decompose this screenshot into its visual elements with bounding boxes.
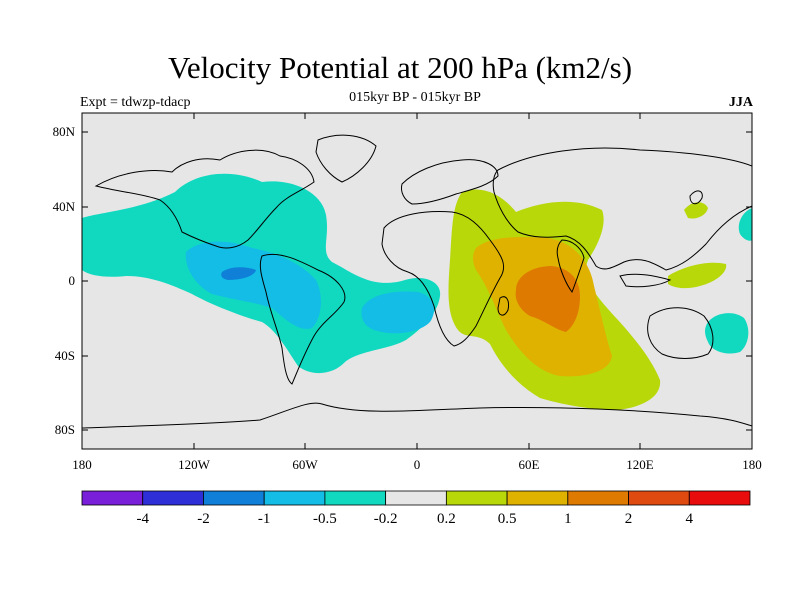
contour-negative-eastedge [738, 208, 752, 241]
colorbar-box [628, 490, 690, 506]
lat-tick-label: 0 [69, 273, 76, 288]
colorbar-label: -0.2 [374, 511, 398, 527]
lat-tick-label: 40N [53, 199, 76, 214]
lon-tick-label: 180 [742, 457, 762, 472]
coast-india [556, 239, 585, 294]
colorbar-box [324, 490, 387, 506]
coast-north-america [94, 149, 315, 249]
lat-tick-label: 40S [55, 348, 75, 363]
contour-negative-moderate [185, 241, 321, 329]
colorbar-box [142, 490, 204, 506]
colorbar-label: 4 [686, 511, 694, 527]
colorbar-box [385, 490, 447, 506]
lon-tick-label: 60E [519, 457, 540, 472]
lat-axis: 80N 40N 0 40S 80S [53, 124, 752, 437]
coast-indonesia [619, 273, 672, 288]
coast-japan [689, 190, 703, 205]
colorbar-box [506, 490, 569, 506]
lon-tick-label: 60W [292, 457, 318, 472]
colorbar-box [81, 490, 144, 506]
coast-europe [401, 159, 499, 205]
colorbar-label: -2 [197, 511, 210, 527]
lon-tick-label: 120E [626, 457, 654, 472]
lon-tick-label: 0 [414, 457, 421, 472]
lon-axis: 180 120W 60W 0 60E 120E 180 [72, 113, 762, 472]
colorbar-box [688, 490, 751, 506]
coast-australia [647, 307, 714, 359]
colorbar-box [203, 490, 265, 506]
lat-tick-label: 80N [53, 124, 76, 139]
lon-tick-label: 180 [72, 457, 92, 472]
coastlines [82, 134, 752, 449]
colorbar: -4 -2 -1 -0.5 -0.2 0.2 0.5 1 2 4 [81, 490, 751, 527]
lon-tick-label: 120W [178, 457, 211, 472]
contour-positive-north [684, 202, 708, 219]
colorbar-box [445, 490, 508, 506]
contour-negative-atlantic [361, 291, 434, 334]
chart-title: Velocity Potential at 200 hPa (km2/s) [167, 50, 633, 85]
colorbar-box [567, 490, 629, 506]
colorbar-label: 0.2 [437, 511, 456, 527]
coast-africa [381, 211, 505, 347]
coast-greenland [315, 134, 377, 183]
chart-subtitle: 015kyr BP - 015kyr BP [349, 90, 481, 105]
contour-positive-pacific [668, 262, 727, 289]
experiment-label: Expt = tdwzp-tdacp [80, 95, 191, 110]
colorbar-label: 2 [625, 511, 633, 527]
colorbar-label: 0.5 [498, 511, 517, 527]
coast-madagascar [497, 296, 509, 316]
contour-negative-strong [221, 267, 256, 280]
colorbar-box [263, 490, 326, 506]
colorbar-label: -1 [258, 511, 271, 527]
colorbar-label: -0.5 [313, 511, 337, 527]
lat-tick-label: 80S [55, 422, 75, 437]
coast-south-america [259, 254, 346, 385]
contour-negative-pacific [705, 313, 749, 354]
map-panel [82, 113, 752, 449]
coast-asia [492, 147, 752, 271]
colorbar-label: 1 [564, 511, 572, 527]
season-label: JJA [728, 95, 753, 110]
coast-antarctica [82, 402, 752, 449]
contour-positive-strong [515, 266, 580, 332]
colorbar-label: -4 [136, 511, 149, 527]
